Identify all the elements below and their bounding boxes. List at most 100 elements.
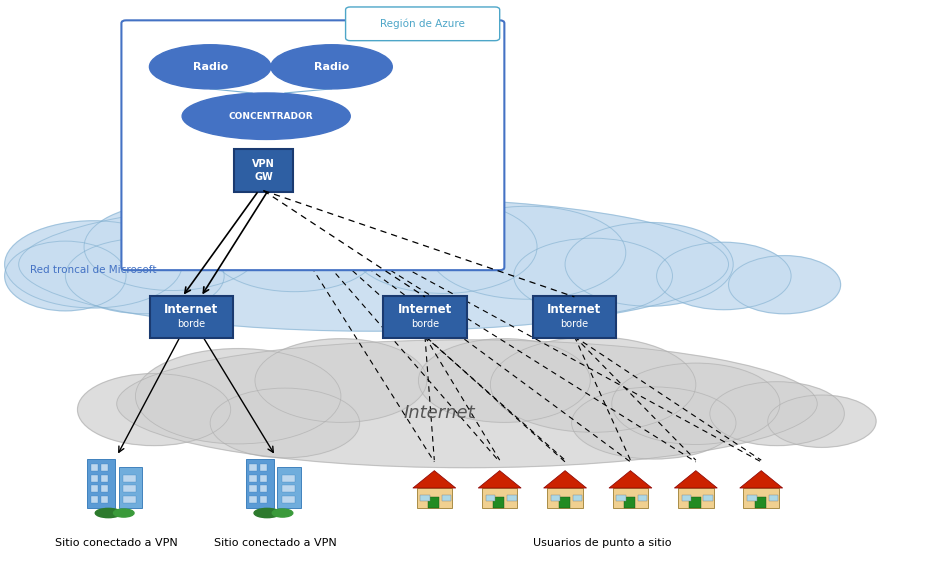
Bar [616, 496, 626, 501]
Bar [260, 475, 267, 482]
Ellipse shape [19, 198, 729, 331]
Ellipse shape [490, 337, 696, 432]
Ellipse shape [117, 340, 817, 468]
Ellipse shape [768, 395, 876, 447]
Text: Región de Azure: Región de Azure [380, 19, 465, 29]
Polygon shape [609, 471, 652, 488]
Text: borde: borde [177, 318, 205, 329]
Bar [689, 497, 700, 508]
Text: Internet: Internet [398, 303, 452, 315]
FancyBboxPatch shape [149, 296, 234, 338]
Bar [123, 485, 136, 492]
Bar [551, 496, 560, 501]
Ellipse shape [255, 339, 427, 422]
Bar [482, 488, 517, 508]
Ellipse shape [271, 45, 392, 89]
FancyBboxPatch shape [384, 296, 467, 338]
Ellipse shape [710, 382, 844, 446]
Text: Usuarios de punto a sitio: Usuarios de punto a sitio [533, 538, 672, 548]
Ellipse shape [5, 221, 182, 308]
Text: Internet: Internet [403, 404, 474, 421]
Text: Internet: Internet [164, 303, 219, 315]
Bar [260, 485, 267, 492]
Text: Sitio conectado a VPN: Sitio conectado a VPN [214, 538, 337, 548]
Bar [638, 496, 647, 501]
Bar [119, 467, 142, 508]
Bar [547, 488, 583, 508]
FancyBboxPatch shape [346, 7, 500, 41]
Ellipse shape [729, 256, 841, 314]
Bar [417, 488, 452, 508]
Bar [428, 497, 439, 508]
Polygon shape [413, 471, 456, 488]
Bar [91, 475, 98, 482]
Bar [703, 496, 713, 501]
Polygon shape [544, 471, 587, 488]
Bar [249, 485, 257, 492]
Ellipse shape [114, 509, 134, 517]
Bar [91, 496, 98, 503]
Bar [260, 464, 267, 471]
Text: Internet: Internet [547, 303, 601, 315]
Bar [87, 459, 115, 508]
Bar [91, 485, 98, 492]
Bar [624, 497, 635, 508]
Text: Radio: Radio [192, 62, 228, 72]
Bar [282, 475, 295, 482]
Ellipse shape [149, 45, 271, 89]
Bar [493, 497, 504, 508]
Bar [282, 485, 295, 492]
Bar [101, 496, 108, 503]
Ellipse shape [514, 238, 672, 314]
Text: borde: borde [560, 318, 588, 329]
Ellipse shape [572, 387, 736, 459]
Bar [747, 496, 757, 501]
Text: Red troncal de Microsoft: Red troncal de Microsoft [30, 265, 156, 275]
Bar [249, 496, 257, 503]
Bar [249, 475, 257, 482]
Bar [682, 496, 691, 501]
Ellipse shape [254, 508, 280, 518]
Text: Sitio conectado a VPN: Sitio conectado a VPN [55, 538, 178, 548]
Ellipse shape [210, 388, 360, 458]
Ellipse shape [350, 200, 537, 293]
FancyBboxPatch shape [234, 149, 293, 192]
Bar [91, 464, 98, 471]
Ellipse shape [430, 206, 626, 299]
Bar [123, 475, 136, 482]
Polygon shape [478, 471, 521, 488]
Ellipse shape [565, 223, 733, 306]
Bar [101, 475, 108, 482]
Bar [573, 496, 582, 501]
Bar [282, 496, 295, 503]
Bar [249, 464, 257, 471]
Ellipse shape [418, 339, 590, 422]
Bar [755, 497, 766, 508]
Bar [101, 464, 108, 471]
Bar [101, 485, 108, 492]
Ellipse shape [78, 374, 231, 446]
Ellipse shape [95, 508, 121, 518]
Ellipse shape [135, 349, 341, 444]
Ellipse shape [182, 93, 350, 139]
Ellipse shape [612, 363, 780, 444]
Bar [769, 496, 778, 501]
Text: Radio: Radio [314, 62, 349, 72]
FancyBboxPatch shape [121, 20, 504, 270]
Text: CONCENTRADOR: CONCENTRADOR [229, 112, 313, 121]
Polygon shape [674, 471, 717, 488]
Bar [260, 496, 267, 503]
Bar [559, 497, 570, 508]
Ellipse shape [84, 203, 262, 290]
Bar [277, 467, 301, 508]
Bar [507, 496, 517, 501]
Ellipse shape [657, 242, 791, 310]
Text: VPN
GW: VPN GW [252, 159, 275, 182]
Text: borde: borde [411, 318, 439, 329]
Bar [678, 488, 714, 508]
Bar [420, 496, 430, 501]
Bar [486, 496, 495, 501]
Ellipse shape [5, 241, 126, 311]
Ellipse shape [65, 238, 224, 314]
Ellipse shape [210, 208, 378, 292]
